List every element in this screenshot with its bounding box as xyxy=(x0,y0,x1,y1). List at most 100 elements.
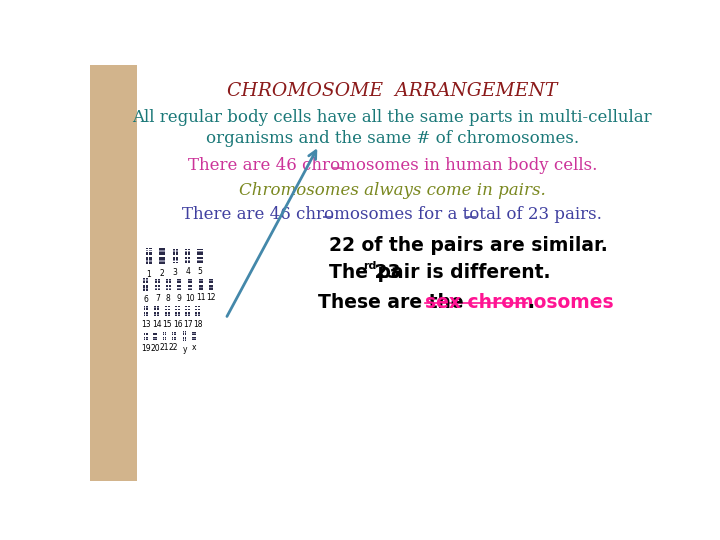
Text: 17: 17 xyxy=(183,320,192,329)
Text: All regular body cells have all the same parts in multi-cellular: All regular body cells have all the same… xyxy=(132,110,652,126)
Bar xyxy=(158,281,160,284)
Text: organisms and the same # of chromosomes.: organisms and the same # of chromosomes. xyxy=(206,130,579,147)
Bar xyxy=(209,280,210,281)
Bar xyxy=(185,261,187,262)
Bar xyxy=(146,278,148,279)
Bar xyxy=(176,252,178,255)
Bar xyxy=(163,332,164,333)
Bar xyxy=(209,287,210,288)
Bar xyxy=(201,285,203,287)
Text: CHROMOSOME  ARRANGEMENT: CHROMOSOME ARRANGEMENT xyxy=(227,82,557,100)
Text: 4: 4 xyxy=(185,267,190,276)
Bar xyxy=(188,280,189,281)
Text: There are 46 chromosomes in human body cells.: There are 46 chromosomes in human body c… xyxy=(188,157,597,174)
Bar xyxy=(149,262,153,264)
Bar xyxy=(211,285,213,287)
Bar xyxy=(146,334,148,335)
Bar xyxy=(156,334,158,335)
Bar xyxy=(188,279,189,280)
Bar xyxy=(159,248,162,249)
Bar xyxy=(188,308,190,310)
Bar xyxy=(198,315,200,316)
Bar xyxy=(175,312,177,314)
Bar xyxy=(163,260,165,262)
Bar xyxy=(168,289,171,290)
Bar xyxy=(168,288,171,289)
Bar xyxy=(143,308,145,310)
Bar xyxy=(192,338,194,339)
Bar xyxy=(163,262,165,264)
Text: 10: 10 xyxy=(185,294,195,303)
Bar xyxy=(156,281,157,284)
Bar xyxy=(195,308,197,310)
Bar xyxy=(188,281,189,284)
Bar xyxy=(183,340,184,341)
Bar xyxy=(177,280,179,281)
Bar xyxy=(194,332,196,333)
Bar xyxy=(156,288,157,289)
Bar xyxy=(166,288,168,289)
Text: There are 46 chromosomes for a total of 23 pairs.: There are 46 chromosomes for a total of … xyxy=(182,206,602,224)
Bar xyxy=(163,252,165,255)
Bar xyxy=(143,306,145,307)
Text: 2: 2 xyxy=(160,269,164,278)
Bar xyxy=(168,281,171,284)
Bar xyxy=(146,308,148,310)
Bar xyxy=(168,315,170,316)
Bar xyxy=(185,308,187,310)
Bar xyxy=(163,250,165,252)
Bar xyxy=(166,315,167,316)
Bar xyxy=(174,338,176,339)
Bar xyxy=(163,333,164,334)
Bar xyxy=(159,256,162,260)
Bar xyxy=(179,281,181,284)
Bar xyxy=(168,312,170,314)
Bar xyxy=(145,262,148,264)
Text: x: x xyxy=(192,343,196,352)
Bar xyxy=(157,307,159,308)
Text: sex chromosomes: sex chromosomes xyxy=(425,293,613,312)
Bar xyxy=(172,339,174,340)
Bar xyxy=(185,340,186,341)
Bar xyxy=(197,249,199,251)
Bar xyxy=(146,312,148,314)
Bar xyxy=(157,314,159,315)
Bar xyxy=(149,249,153,251)
Text: 18: 18 xyxy=(193,320,202,329)
Bar xyxy=(199,281,201,284)
Bar xyxy=(188,251,190,252)
Bar xyxy=(149,260,153,262)
Bar xyxy=(190,279,192,280)
Bar xyxy=(166,308,167,310)
Bar xyxy=(175,308,177,310)
Bar xyxy=(188,315,190,316)
Bar xyxy=(177,279,179,280)
Bar xyxy=(145,248,148,249)
Bar xyxy=(149,252,153,255)
Bar xyxy=(159,252,162,255)
Bar xyxy=(190,285,192,287)
Bar xyxy=(200,249,203,251)
Bar xyxy=(201,279,203,280)
Text: 22 of the pairs are similar.: 22 of the pairs are similar. xyxy=(329,236,608,255)
Bar xyxy=(157,306,159,307)
Bar xyxy=(145,256,148,260)
Bar xyxy=(209,281,210,284)
Bar xyxy=(175,315,177,316)
Bar xyxy=(146,336,148,338)
Bar xyxy=(153,339,155,340)
Bar xyxy=(168,280,171,281)
Bar xyxy=(179,285,181,287)
Bar xyxy=(146,315,148,316)
Bar xyxy=(188,260,190,261)
Bar xyxy=(146,285,148,288)
Bar xyxy=(201,281,203,284)
Bar xyxy=(174,332,176,333)
Bar xyxy=(145,252,148,255)
Bar xyxy=(143,280,145,281)
Bar xyxy=(146,306,148,307)
Bar xyxy=(177,281,179,284)
Bar xyxy=(143,334,145,335)
Bar xyxy=(200,256,203,259)
Bar xyxy=(173,261,175,263)
